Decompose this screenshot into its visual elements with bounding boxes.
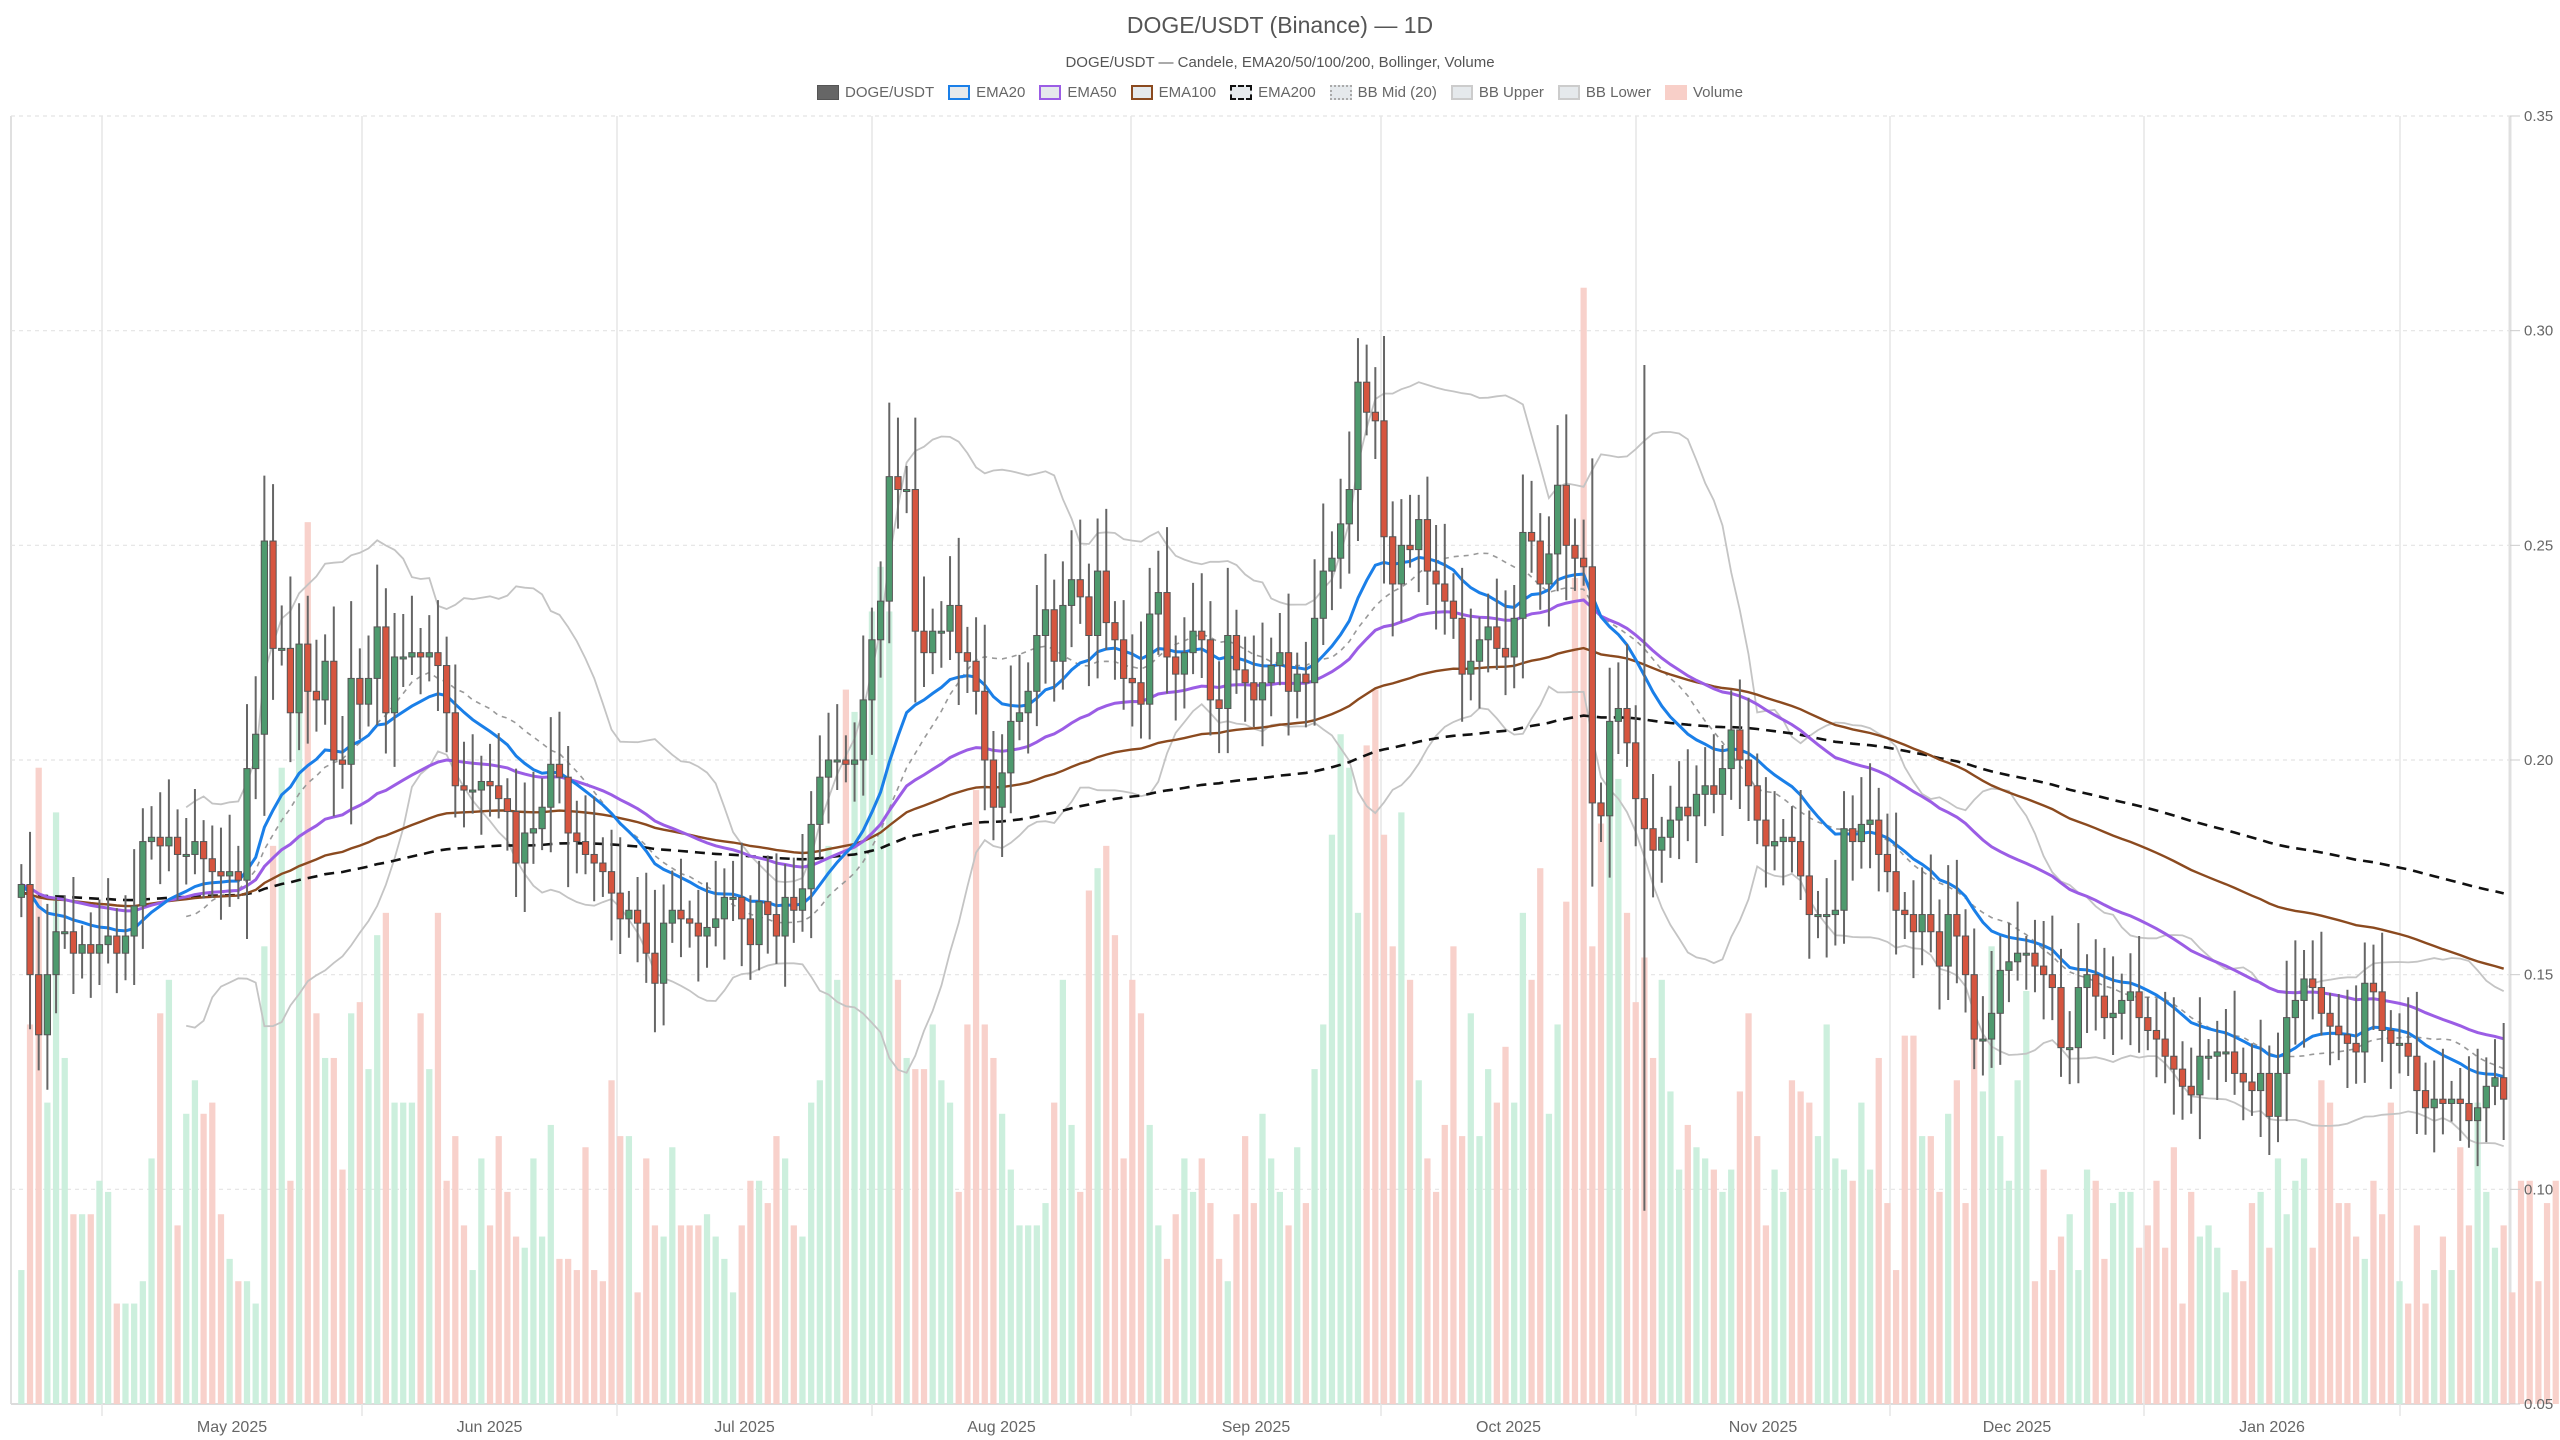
- legend-item-ema20[interactable]: EMA20: [948, 84, 1025, 101]
- x-tick-label: Jun 2025: [457, 1419, 523, 1436]
- legend-swatch-icon: [1664, 85, 1687, 100]
- bb-upper-line: [185, 381, 2505, 994]
- bb-mid-line: [186, 552, 2505, 1070]
- legend-swatch-icon: [1230, 85, 1253, 100]
- legend-swatch-icon: [816, 85, 839, 100]
- legend-swatch-icon: [1329, 85, 1352, 100]
- legend-swatch-icon: [948, 85, 971, 100]
- y-tick-label: 0.35: [2524, 108, 2553, 125]
- legend-item-bb-mid-20[interactable]: BB Mid (20): [1329, 84, 1437, 101]
- x-tick-label: Sep 2025: [1222, 1419, 1291, 1436]
- legend-label: DOGE/USDT: [844, 84, 935, 101]
- x-tick-label: Aug 2025: [967, 1419, 1036, 1436]
- legend-swatch-icon: [1039, 85, 1062, 100]
- y-tick-label: 0.25: [2524, 537, 2553, 554]
- y-tick-label: 0.05: [2524, 1396, 2553, 1413]
- legend-item-ema200[interactable]: EMA200: [1230, 84, 1316, 101]
- legend-item-ema100[interactable]: EMA100: [1130, 84, 1217, 101]
- y-axis: 0.05 0.10 0.15 0.20 0.25 0.30 0.35: [2510, 108, 2553, 1413]
- x-axis: May 2025 Jun 2025 Jul 2025 Aug 2025 Sep 2025…: [197, 1419, 2305, 1436]
- price-candles: [17, 336, 2508, 1211]
- x-tick-label: Nov 2025: [1729, 1419, 1798, 1436]
- chart-subtitle: DOGE/USDT — Candele, EMA20/50/100/200, B…: [1065, 54, 1495, 71]
- legend-label: BB Upper: [1478, 84, 1544, 101]
- x-tick-label: Dec 2025: [1983, 1419, 2052, 1436]
- y-tick-label: 0.30: [2524, 323, 2553, 340]
- legend-label: BB Lower: [1585, 84, 1651, 101]
- legend-label: EMA200: [1258, 84, 1316, 101]
- x-tick-label: Jul 2025: [714, 1419, 775, 1436]
- legend-item-ema50[interactable]: EMA50: [1039, 84, 1117, 101]
- legend-item-bb-lower[interactable]: BB Lower: [1557, 84, 1651, 101]
- legend-item-bb-upper[interactable]: BB Upper: [1450, 84, 1544, 101]
- legend-swatch-icon: [1557, 85, 1580, 100]
- legend-item-doge-usdt[interactable]: DOGE/USDT: [816, 84, 935, 101]
- chart-legend: DOGE/USDT EMA20 EMA50 EMA100 EMA200 BB Mid (2…: [0, 84, 2560, 101]
- volume-bars: [18, 287, 2559, 1404]
- x-tick-label: Oct 2025: [1476, 1419, 1541, 1436]
- y-tick-label: 0.10: [2524, 1181, 2553, 1198]
- x-tick-label: Jan 2026: [2239, 1419, 2305, 1436]
- bollinger-bands: [185, 381, 2505, 1148]
- legend-item-volume[interactable]: Volume: [1664, 84, 1744, 101]
- legend-swatch-icon: [1450, 85, 1473, 100]
- legend-label: Volume: [1692, 84, 1744, 101]
- y-tick-label: 0.20: [2524, 752, 2553, 769]
- legend-label: EMA50: [1067, 84, 1117, 101]
- legend-label: EMA20: [976, 84, 1026, 101]
- legend-swatch-icon: [1130, 85, 1153, 100]
- chart-title: DOGE/USDT (Binance) — 1D: [1126, 12, 1434, 38]
- legend-label: EMA100: [1158, 84, 1217, 101]
- bb-lower-line: [186, 685, 2504, 1148]
- y-tick-label: 0.15: [2524, 967, 2553, 984]
- ema200-line: [21, 714, 2505, 902]
- legend-label: BB Mid (20): [1357, 84, 1437, 101]
- x-tick-label: May 2025: [197, 1419, 267, 1436]
